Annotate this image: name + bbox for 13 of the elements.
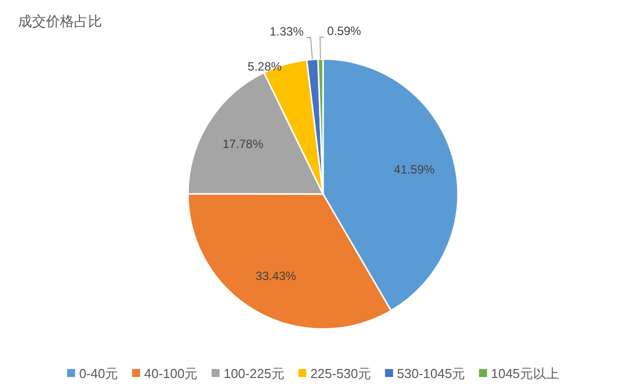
legend-label: 225-530元	[310, 366, 372, 381]
legend-label: 100-225元	[224, 366, 284, 381]
legend-label: 1045元以上	[490, 366, 559, 381]
data-label: 5.28%	[248, 60, 282, 74]
data-label: 1.33%	[270, 24, 304, 38]
data-label: 33.43%	[256, 268, 297, 283]
legend-label: 530-1045元	[397, 366, 465, 381]
data-label: 17.78%	[222, 136, 264, 151]
data-label: 0.59%	[327, 24, 362, 38]
legend-label: 0-40元	[79, 366, 118, 381]
chart-title: 成交价格占比	[18, 13, 102, 29]
legend-label: 40-100元	[144, 366, 198, 381]
data-label: 41.59%	[394, 162, 435, 176]
